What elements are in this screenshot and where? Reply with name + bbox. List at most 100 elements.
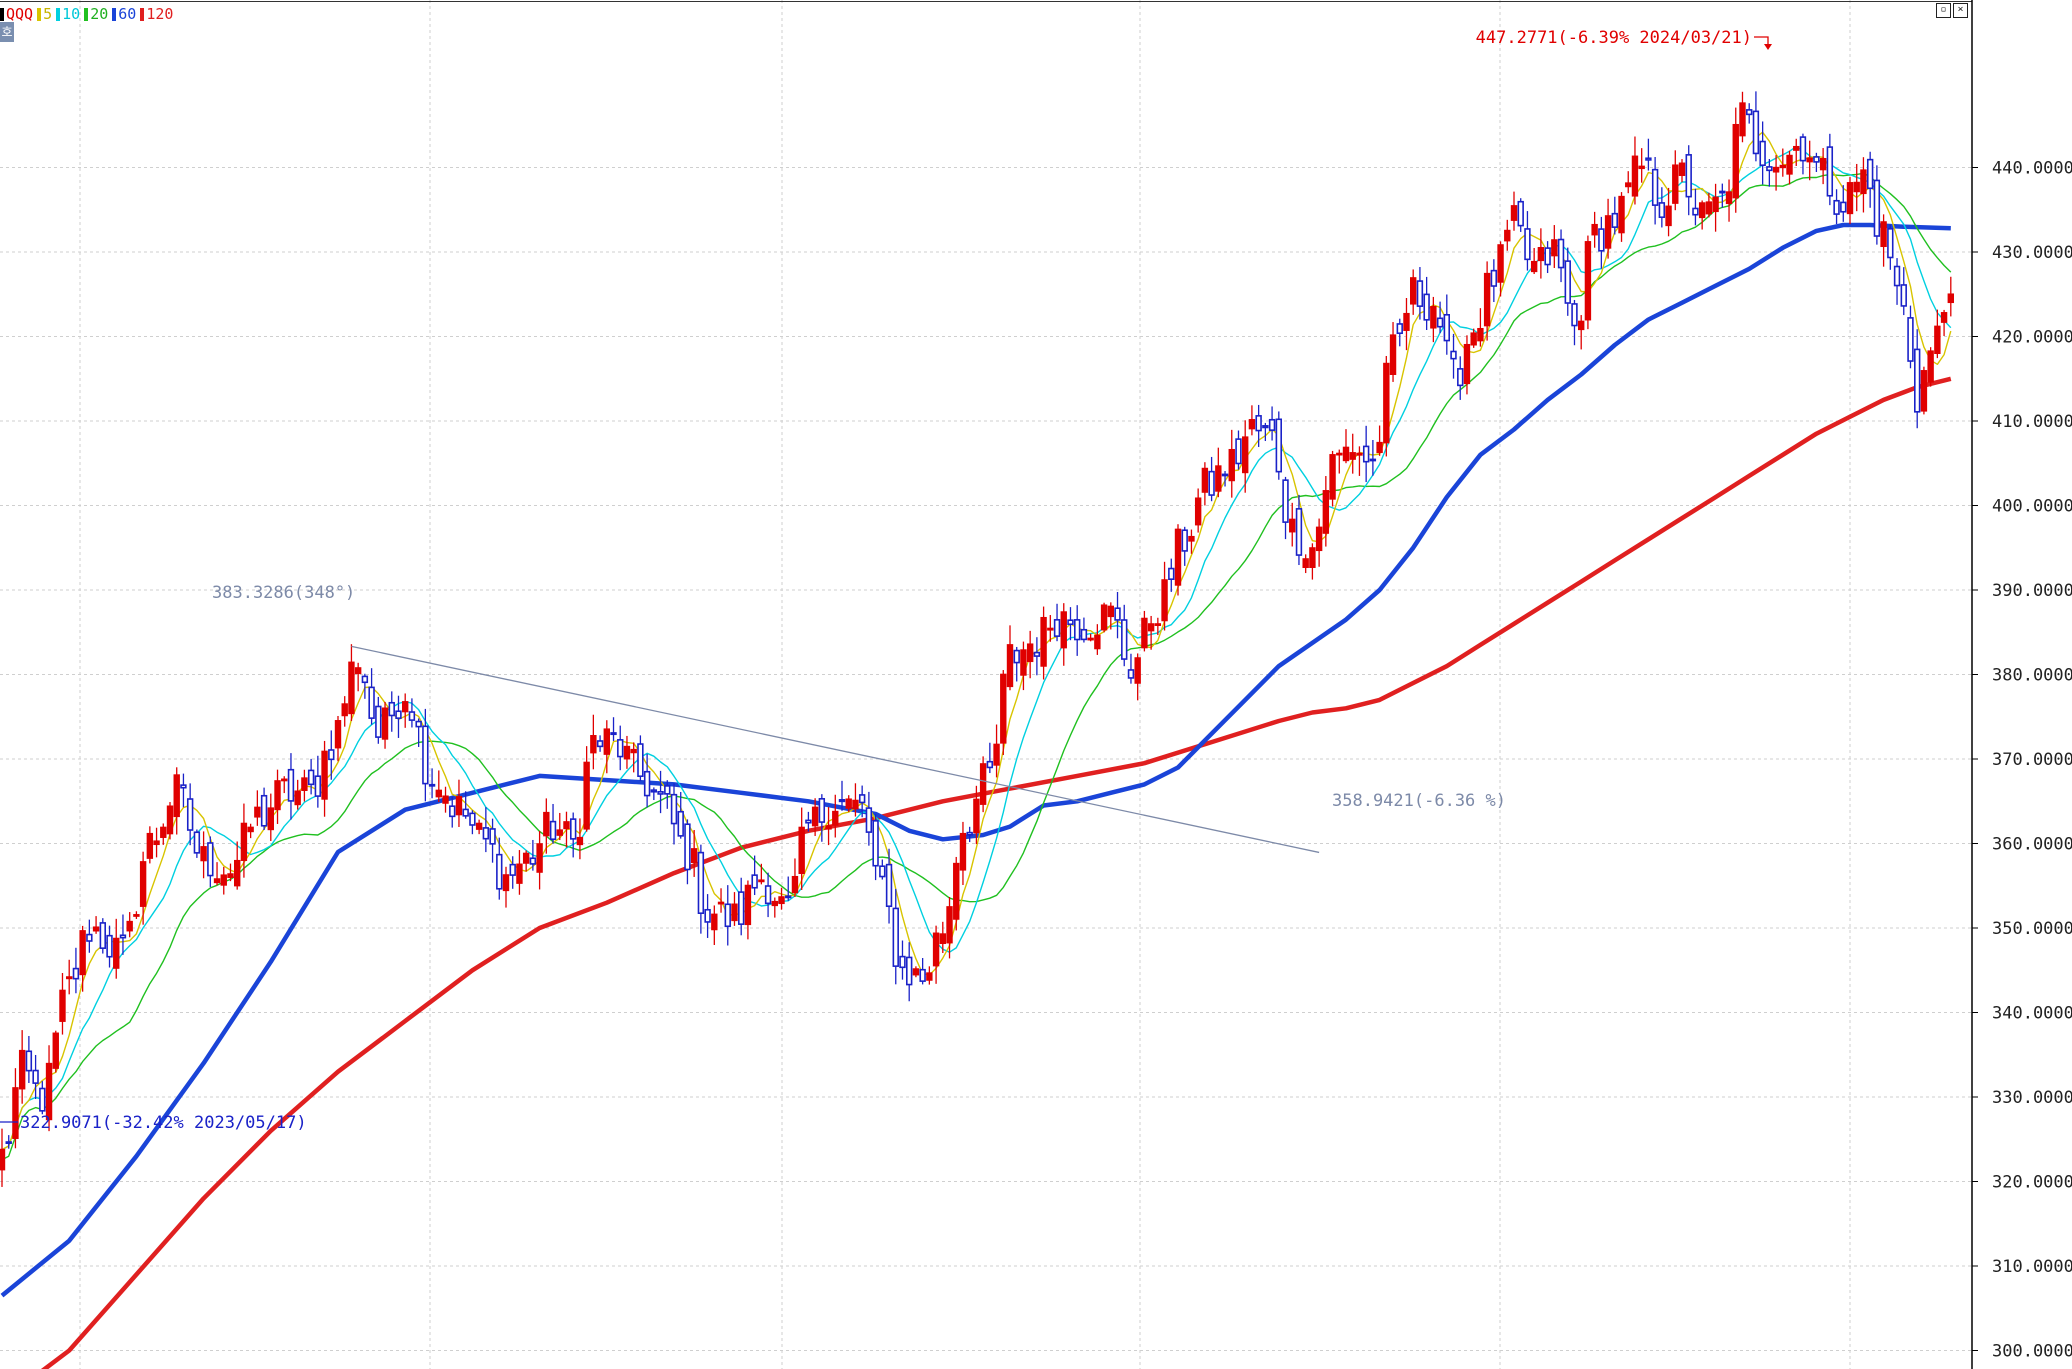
candle [1423, 276, 1430, 330]
candle [1672, 150, 1679, 211]
chart-legend: QQQ 5 10 20 60 120 [0, 4, 177, 24]
candle [953, 856, 960, 931]
legend-item-60[interactable]: 60 [112, 5, 136, 23]
candle [764, 872, 772, 918]
candle [388, 691, 395, 732]
candle [1873, 165, 1881, 245]
candle [207, 836, 214, 888]
candle [254, 790, 261, 826]
candle [811, 798, 819, 836]
candle [12, 1068, 19, 1149]
candle [1235, 430, 1242, 470]
candle [1625, 171, 1632, 194]
candle [1141, 610, 1148, 652]
candle [281, 776, 288, 794]
candle [610, 717, 617, 741]
trend-start-annotation: 383.3286(348°) [212, 583, 355, 603]
candle [126, 912, 133, 938]
legend-swatch [37, 7, 42, 21]
candle [408, 698, 416, 728]
candle [899, 940, 906, 980]
candle [1900, 267, 1907, 316]
candle [18, 1030, 26, 1104]
legend-swatch [0, 7, 4, 21]
close-icon[interactable]: × [1953, 3, 1968, 18]
candle [1920, 366, 1928, 415]
legend-swatch [140, 7, 145, 21]
candle [1940, 309, 1948, 336]
candle [1537, 228, 1545, 279]
candle [1551, 225, 1558, 268]
candle [1947, 276, 1955, 317]
candle [556, 812, 563, 841]
candle [475, 819, 483, 835]
candle [583, 746, 590, 832]
candle [1013, 646, 1020, 682]
trendline-segment[interactable] [351, 645, 1320, 854]
candle [1268, 406, 1276, 441]
candle [1309, 543, 1316, 580]
candle [1813, 152, 1820, 172]
candle [1181, 526, 1188, 566]
price-axis: 440.0000 430.0000 420.0000 410.0000 400.0000… [1971, 0, 2072, 1369]
candle [1819, 148, 1827, 185]
candle [522, 850, 530, 872]
candle [1739, 91, 1746, 143]
candle [186, 783, 194, 846]
candle [1483, 261, 1491, 341]
legend-item-10[interactable]: 10 [56, 5, 80, 23]
trendline [351, 645, 1320, 854]
candle [785, 876, 792, 901]
y-tick-label: 380.0000 [1992, 666, 2072, 686]
candle [892, 888, 899, 985]
candle [926, 966, 933, 985]
y-tick-label: 320.0000 [1992, 1173, 2072, 1193]
candle [5, 1135, 12, 1149]
legend-label: 5 [43, 5, 53, 23]
candle [307, 758, 315, 795]
window-buttons: ▫ × [1934, 3, 1968, 18]
candle [45, 1045, 53, 1132]
corner-tag[interactable]: 호 [0, 22, 14, 42]
candle [462, 791, 469, 819]
candle [1376, 425, 1383, 456]
candle [1087, 633, 1094, 642]
candle [1201, 462, 1209, 506]
candle [1114, 591, 1121, 639]
candle [1410, 269, 1417, 315]
candle [66, 959, 73, 995]
candle [1463, 335, 1471, 395]
candle [664, 780, 671, 809]
candle [865, 791, 873, 846]
candle [1047, 615, 1054, 642]
y-tick-label: 350.0000 [1992, 919, 2072, 939]
candle [1584, 235, 1592, 330]
candle [1416, 267, 1424, 320]
legend-item-5[interactable]: 5 [37, 5, 52, 23]
legend-item-20[interactable]: 20 [84, 5, 108, 23]
candle [502, 866, 510, 908]
candle [1927, 347, 1934, 387]
candle [442, 786, 449, 813]
restore-icon[interactable]: ▫ [1936, 3, 1951, 18]
candle [106, 925, 113, 968]
candle [1826, 133, 1834, 206]
candle [294, 779, 301, 810]
candle [321, 740, 328, 817]
candle [1752, 91, 1760, 162]
candle [879, 859, 886, 880]
candle [1302, 554, 1309, 574]
candle [771, 897, 779, 918]
legend-item-120[interactable]: 120 [140, 5, 173, 23]
candle [617, 725, 624, 771]
candle [180, 773, 187, 808]
candle [1289, 502, 1296, 547]
candle [401, 693, 409, 728]
candle [52, 1030, 59, 1073]
candle [247, 823, 254, 839]
candle [536, 830, 543, 890]
legend-item-qqq[interactable]: QQQ [0, 5, 33, 23]
candle [724, 885, 731, 946]
